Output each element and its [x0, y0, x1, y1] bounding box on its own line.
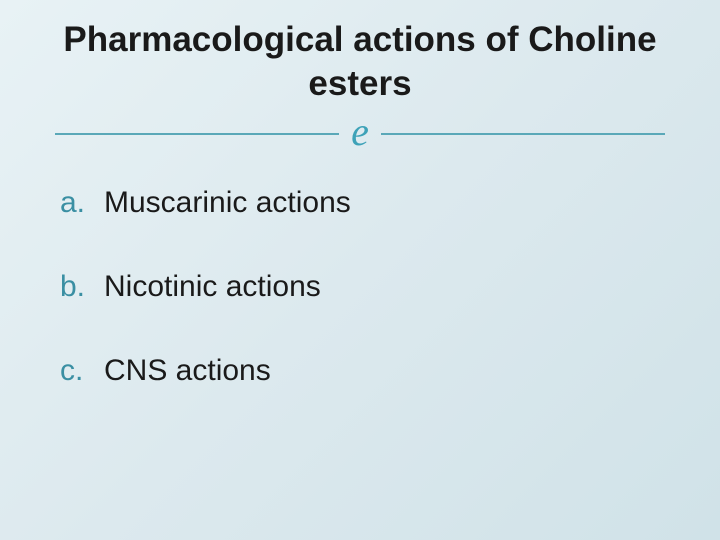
list-item: a. Muscarinic actions [60, 186, 660, 220]
list-text: Muscarinic actions [104, 186, 351, 220]
list-letter: c. [60, 354, 104, 388]
divider-line-left [55, 133, 339, 135]
list-letter: b. [60, 270, 104, 304]
list-letter: a. [60, 186, 104, 220]
slide: Pharmacological actions of Choline ester… [0, 0, 720, 540]
list-text: Nicotinic actions [104, 270, 321, 304]
divider: e [55, 124, 665, 144]
list-item: c. CNS actions [60, 354, 660, 388]
divider-line-right [381, 133, 665, 135]
list-text: CNS actions [104, 354, 271, 388]
divider-flourish-icon: e [351, 122, 369, 142]
slide-title: Pharmacological actions of Choline ester… [0, 0, 720, 106]
list-item: b. Nicotinic actions [60, 270, 660, 304]
item-list: a. Muscarinic actions b. Nicotinic actio… [60, 186, 660, 388]
